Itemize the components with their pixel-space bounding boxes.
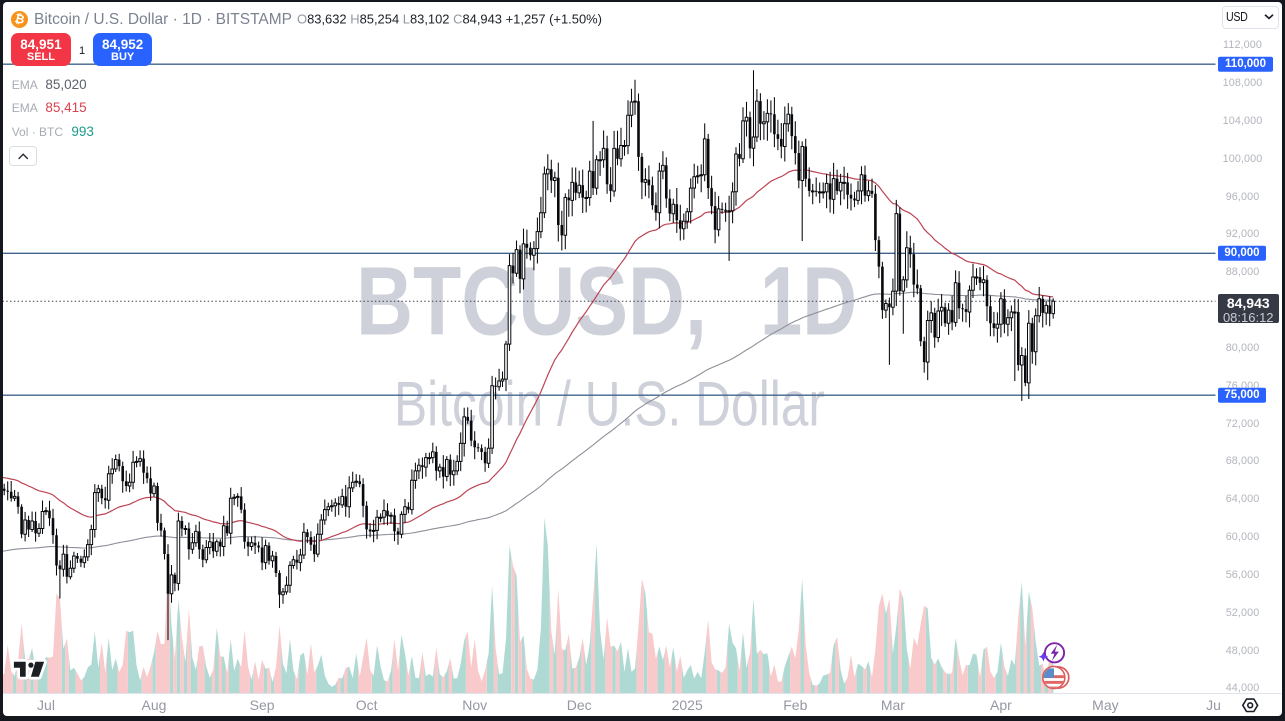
svg-text:Bitcoin / U.S. Dollar: Bitcoin / U.S. Dollar	[394, 370, 825, 440]
svg-text:O83,632 H85,254 L83,102 C84,94: O83,632 H85,254 L83,102 C84,943 +1,257 (…	[297, 11, 602, 26]
svg-text:Bitcoin / U.S. Dollar · 1D · B: Bitcoin / U.S. Dollar · 1D · BITSTAMP	[34, 11, 292, 28]
